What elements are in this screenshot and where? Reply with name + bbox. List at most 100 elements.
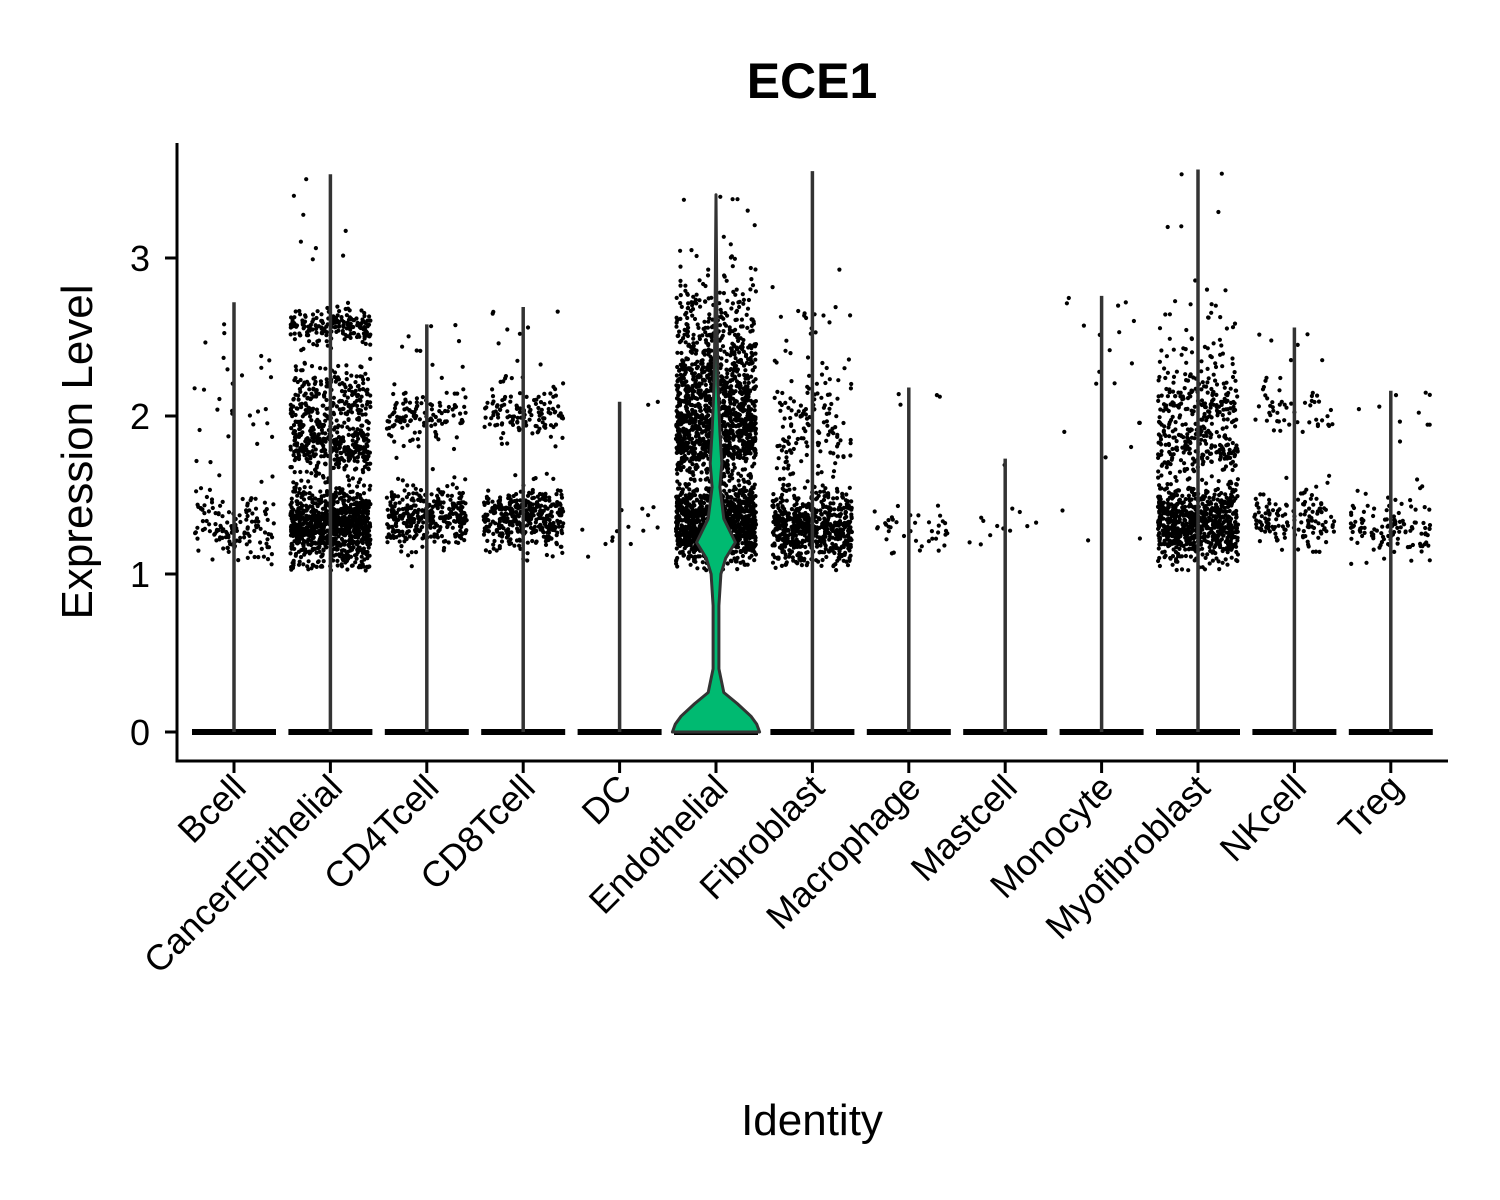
cell-point xyxy=(203,340,208,345)
cell-point xyxy=(363,550,368,555)
cell-point xyxy=(314,465,319,470)
cell-point xyxy=(314,330,319,335)
cell-point xyxy=(675,350,680,355)
cell-point xyxy=(443,419,448,424)
cell-point xyxy=(294,481,299,487)
cell-point xyxy=(511,510,516,515)
cell-point xyxy=(238,535,243,540)
cell-point xyxy=(544,471,549,476)
cell-point xyxy=(736,418,741,423)
cell-point xyxy=(359,559,364,564)
cell-point xyxy=(538,362,543,367)
cell-point xyxy=(226,510,232,515)
cell-point xyxy=(536,512,541,517)
cell-point xyxy=(355,403,360,408)
cell-point xyxy=(458,528,463,534)
cell-point xyxy=(743,456,748,462)
cell-point xyxy=(339,451,344,456)
cell-point xyxy=(732,352,737,357)
cell-point xyxy=(690,515,696,520)
cell-point xyxy=(266,545,272,550)
cell-point xyxy=(346,306,351,311)
cell-point xyxy=(499,422,504,427)
cell-point xyxy=(504,535,509,540)
cell-point xyxy=(740,409,746,414)
cell-point xyxy=(312,496,318,501)
cell-point xyxy=(514,406,520,411)
cell-point xyxy=(444,520,449,525)
cell-point xyxy=(501,431,506,436)
cell-point xyxy=(299,368,304,373)
cell-point xyxy=(194,458,199,464)
cell-point xyxy=(463,477,468,482)
cell-point xyxy=(538,400,544,405)
cell-point xyxy=(307,387,312,392)
cell-point xyxy=(254,516,260,521)
cell-point xyxy=(721,430,726,435)
cell-point xyxy=(356,415,361,420)
cell-point xyxy=(531,495,537,500)
cell-point xyxy=(289,541,294,547)
cell-point xyxy=(297,490,302,495)
cell-point xyxy=(678,391,683,396)
cell-point xyxy=(408,516,413,521)
cell-point xyxy=(348,335,353,340)
cell-point xyxy=(748,496,754,501)
cell-point xyxy=(333,379,338,384)
cell-point xyxy=(719,374,724,379)
cell-point xyxy=(489,416,494,421)
cell-point xyxy=(300,547,305,552)
cell-point xyxy=(361,454,366,460)
cell-point xyxy=(368,404,373,409)
cell-point xyxy=(485,500,490,505)
cell-point xyxy=(245,513,250,519)
cell-point xyxy=(346,409,351,414)
cell-point xyxy=(735,517,741,522)
cell-point xyxy=(553,444,558,449)
cell-point xyxy=(676,486,681,491)
cell-point xyxy=(745,479,750,485)
cell-point xyxy=(404,495,409,500)
cell-point xyxy=(350,476,355,481)
cell-point xyxy=(729,520,734,525)
cell-point xyxy=(683,514,688,519)
cell-point xyxy=(319,382,324,387)
cell-point xyxy=(680,539,685,544)
cell-point xyxy=(239,373,245,378)
cell-point xyxy=(307,339,312,344)
cell-point xyxy=(719,378,724,383)
cell-point xyxy=(517,410,523,415)
cell-point xyxy=(392,382,397,387)
cell-point xyxy=(686,554,691,559)
cell-point xyxy=(735,555,740,561)
cell-point xyxy=(302,393,307,398)
cell-point xyxy=(323,366,328,371)
cell-point xyxy=(259,353,264,359)
cell-point xyxy=(725,433,730,438)
cell-point xyxy=(743,442,748,447)
cell-point xyxy=(490,519,495,524)
cell-point xyxy=(249,519,255,524)
cell-point xyxy=(391,535,396,541)
cell-point xyxy=(220,499,225,504)
cell-point xyxy=(675,479,680,484)
cell-point xyxy=(336,540,341,545)
cell-point xyxy=(396,476,401,481)
cell-point xyxy=(200,507,205,512)
cell-point xyxy=(676,445,681,450)
cell-point xyxy=(486,529,491,534)
cell-point xyxy=(351,331,356,336)
cell-point xyxy=(344,463,349,468)
cell-point xyxy=(453,323,458,328)
cell-point xyxy=(493,409,498,414)
cell-point xyxy=(271,521,276,526)
cell-point xyxy=(533,476,538,481)
cell-point xyxy=(313,530,318,536)
cell-point xyxy=(334,486,339,491)
cell-point xyxy=(746,439,751,445)
cell-point xyxy=(333,532,339,537)
cell-point xyxy=(346,417,351,422)
cell-point xyxy=(311,436,316,441)
cell-point xyxy=(750,518,755,523)
cell-point xyxy=(345,445,350,450)
